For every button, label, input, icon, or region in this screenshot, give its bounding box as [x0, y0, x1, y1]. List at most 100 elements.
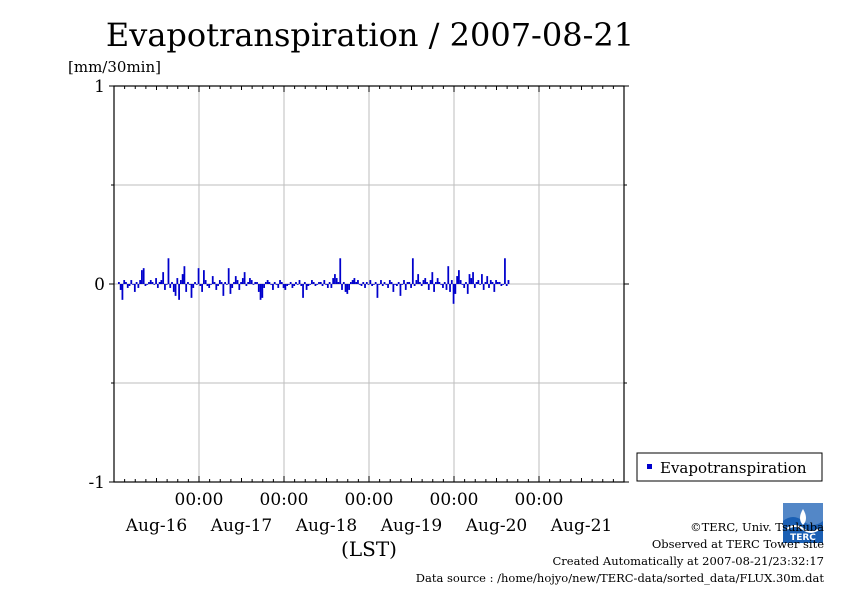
data-bar: [252, 284, 255, 285]
data-bar: [277, 284, 280, 288]
data-bar: [133, 284, 136, 292]
data-bar: [410, 284, 412, 288]
data-bar: [342, 282, 345, 284]
data-bar: [482, 284, 485, 290]
data-bar: [355, 282, 358, 284]
data-bar: [309, 284, 312, 285]
data-bar: [404, 284, 407, 290]
data-bar: [241, 278, 244, 284]
data-bar: [197, 268, 200, 284]
data-bar: [245, 284, 248, 286]
legend-box: [636, 452, 823, 482]
data-bar: [311, 280, 313, 284]
data-bar: [121, 284, 124, 300]
data-bar: [302, 284, 304, 298]
data-bar: [291, 284, 294, 288]
data-bar: [160, 280, 163, 284]
data-bar: [280, 282, 283, 284]
data-bar: [148, 282, 150, 284]
data-bar: [493, 284, 496, 292]
data-bar: [348, 284, 350, 290]
data-bar: [426, 282, 428, 284]
data-bar: [275, 284, 278, 285]
data-bar: [199, 284, 202, 286]
logo-text: TERC: [790, 533, 816, 543]
data-bar: [505, 284, 508, 286]
data-bar: [445, 284, 448, 290]
data-bar: [295, 282, 297, 284]
legend-swatch: [647, 464, 652, 469]
credit-created: Created Automatically at 2007-08-21/23:3…: [552, 554, 825, 568]
data-bar: [399, 284, 402, 296]
data-bar: [454, 284, 457, 294]
data-bar: [298, 280, 301, 284]
legend: Evapotranspiration: [636, 452, 823, 482]
data-bar: [473, 284, 476, 288]
data-bar: [266, 280, 269, 284]
data-bar: [215, 284, 218, 290]
data-bar: [319, 282, 322, 284]
data-bar: [165, 284, 168, 285]
data-bar: [321, 284, 324, 286]
data-bar: [472, 272, 474, 284]
x-tick-label: 00:00: [430, 490, 479, 510]
data-bar: [346, 284, 349, 294]
data-bar: [351, 280, 354, 284]
data-bar: [360, 284, 363, 286]
data-bar: [486, 276, 489, 284]
data-bar: [491, 282, 494, 284]
data-bar: [401, 284, 404, 285]
y-tick-label: 0: [94, 275, 105, 295]
data-bar: [286, 284, 288, 286]
data-bar: [125, 282, 127, 284]
data-bar: [419, 282, 421, 284]
data-bar: [330, 284, 333, 288]
data-bar: [231, 284, 234, 288]
data-bar: [268, 282, 271, 284]
data-bar: [369, 280, 372, 284]
data-bar: [149, 280, 152, 284]
data-bar: [341, 284, 343, 290]
data-bar: [261, 284, 264, 298]
data-bar: [118, 282, 120, 284]
data-bar: [158, 282, 161, 284]
data-bar: [475, 282, 478, 284]
data-bar: [429, 280, 432, 284]
data-bar: [220, 282, 223, 284]
data-bar: [385, 284, 388, 285]
data-bar: [438, 282, 441, 284]
data-bar: [312, 282, 315, 284]
data-bar: [146, 284, 149, 285]
x-date-label: Aug-21: [550, 516, 612, 536]
x-date-label: Aug-20: [465, 516, 527, 536]
data-bar: [420, 284, 423, 286]
data-bar: [468, 274, 471, 284]
data-bar: [194, 282, 196, 284]
data-bar: [427, 284, 430, 290]
data-bar: [318, 282, 320, 284]
data-bar: [142, 268, 145, 284]
data-bar: [195, 284, 198, 285]
data-bar: [151, 282, 154, 284]
data-bar: [213, 282, 216, 284]
data-bar: [373, 284, 375, 285]
data-bar: [243, 272, 246, 284]
data-bar: [289, 282, 292, 284]
data-bar: [498, 282, 501, 284]
data-bar: [141, 270, 143, 284]
data-bar: [279, 280, 281, 284]
data-bar: [415, 280, 418, 284]
data-bar: [392, 284, 395, 292]
data-bar: [254, 282, 257, 284]
y-axis-ticks: 1 0 -1: [88, 77, 629, 493]
credit-source: Data source : /home/hojyo/new/TERC-data/…: [415, 571, 824, 585]
data-bar: [139, 280, 142, 284]
data-bar: [153, 284, 156, 285]
data-bar: [282, 284, 285, 288]
data-bar: [162, 272, 165, 284]
data-bar: [406, 282, 409, 284]
data-bar: [178, 284, 180, 300]
data-bar: [217, 284, 219, 286]
data-bar: [229, 284, 232, 294]
